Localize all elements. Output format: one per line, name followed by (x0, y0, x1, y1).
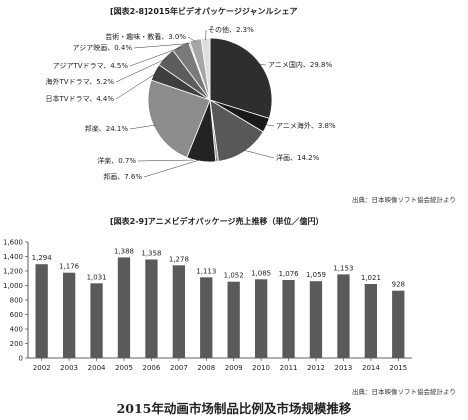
pie-leader-line (187, 36, 196, 42)
pie-chart-title: [図表2-8]2015年ビデオパッケージジャンルシェア (110, 7, 298, 16)
pie-slice-label: 海外TVドラマ、5.2% (46, 77, 115, 86)
pie-leader-line (129, 47, 182, 67)
x-tick-label: 2012 (307, 364, 325, 372)
bar (63, 272, 76, 358)
pie-slice-label: 邦楽、24.1% (85, 124, 129, 133)
bar-chart-title: [図表2-9]アニメビデオパッケージ売上推移（単位／億円） (110, 217, 324, 226)
bar (200, 277, 213, 358)
pie-slice-label: アニメ海外、3.8% (276, 121, 336, 130)
y-tick-label: 1,400 (3, 253, 23, 261)
pie-leader-line (264, 124, 275, 127)
bar (35, 264, 48, 358)
bar (364, 284, 377, 358)
pie-leader-line (143, 159, 202, 178)
pie-slice-label: 洋画、14.2% (276, 153, 320, 162)
pie-leader-line (258, 64, 267, 66)
figure-caption: 2015年动画市场制品比例及市场规模推移 (116, 401, 352, 416)
x-tick-label: 2015 (389, 364, 407, 372)
x-tick-label: 2002 (33, 364, 51, 372)
bar-data-label: 1,358 (141, 250, 161, 258)
bar (392, 290, 405, 358)
pie-slice-label: その他、2.3% (208, 25, 254, 34)
bar-data-label: 928 (392, 281, 405, 289)
pie-leader-line (115, 72, 157, 100)
bar-data-label: 1,031 (87, 273, 107, 281)
bar (282, 280, 295, 358)
x-tick-label: 2008 (197, 364, 215, 372)
pie-slice-label: 日本TVドラマ、4.4% (46, 94, 115, 103)
bar (90, 283, 103, 358)
bar-data-label: 1,176 (59, 263, 80, 271)
y-tick-label: 1,000 (3, 282, 23, 290)
bar-chart: 0 200 400 600 800 1,000 1,200 1,400 1,600 1,294 20… (3, 239, 412, 372)
x-tick-label: 2014 (362, 364, 380, 372)
x-tick-label: 2007 (170, 364, 188, 372)
x-tick-label: 2010 (252, 364, 270, 372)
bar (227, 281, 240, 358)
y-tick-label: 800 (10, 297, 23, 305)
pie-slice-label: 洋楽、0.7% (97, 156, 136, 165)
y-tick-label: 400 (10, 326, 23, 334)
x-tick-label: 2011 (280, 364, 298, 372)
pie-slice-label: アジアTVドラマ、4.5% (53, 62, 129, 70)
pie-slice (209, 37, 273, 119)
bar-data-label: 1,113 (196, 267, 216, 275)
pie-slice-label: 芸術・趣味・教養、3.0% (105, 32, 186, 41)
y-tick-label: 0 (19, 355, 23, 363)
pie-leader-line (115, 58, 167, 83)
bar (309, 281, 323, 358)
x-tick-label: 2003 (60, 364, 78, 372)
x-tick-label: 2006 (142, 364, 160, 372)
bar-data-label: 1,278 (169, 255, 189, 263)
bar-data-label: 1,153 (333, 264, 353, 272)
x-tick-label: 2009 (225, 364, 243, 372)
pie-leader-line (129, 124, 156, 130)
bar-data-label: 1,021 (361, 274, 381, 282)
bar-data-label: 1,085 (251, 269, 271, 277)
pie-slice-label: アニメ国内、29.8% (268, 60, 332, 69)
pie-slice (147, 79, 211, 159)
y-tick-label: 600 (10, 311, 23, 319)
y-tick-label: 1,200 (3, 268, 23, 276)
bar-data-label: 1,388 (114, 247, 134, 255)
pie-slice-label: アジア映画、0.4% (72, 43, 132, 52)
bar-chart-source: 出典：日本映像ソフト協会統計より (352, 388, 456, 396)
bar-data-label: 1,294 (32, 254, 53, 262)
bar-data-label: 1,052 (224, 272, 244, 280)
x-tick-label: 2013 (334, 364, 352, 372)
bar (255, 279, 268, 358)
bar (117, 257, 131, 358)
pie-chart: アニメ国内、29.8% アニメ海外、3.8% 洋画、14.2% 洋楽、0.7% 邦画、7… (46, 25, 336, 181)
bar (145, 259, 158, 358)
pie-slice (209, 99, 264, 162)
bar (172, 265, 185, 358)
y-tick-label: 1,600 (3, 239, 23, 247)
bar-data-label: 1,059 (306, 271, 326, 279)
x-tick-label: 2004 (88, 364, 106, 372)
pie-slice-label: 邦画、7.6% (103, 172, 142, 181)
bar (337, 274, 350, 358)
y-tick-label: 200 (10, 340, 23, 348)
bar-data-label: 1,076 (279, 270, 300, 278)
pie-leader-line (243, 149, 275, 159)
pie-leader-line (133, 43, 190, 49)
x-tick-label: 2005 (115, 364, 133, 372)
pie-chart-source: 出典：日本映像ソフト協会統計より (352, 196, 456, 204)
